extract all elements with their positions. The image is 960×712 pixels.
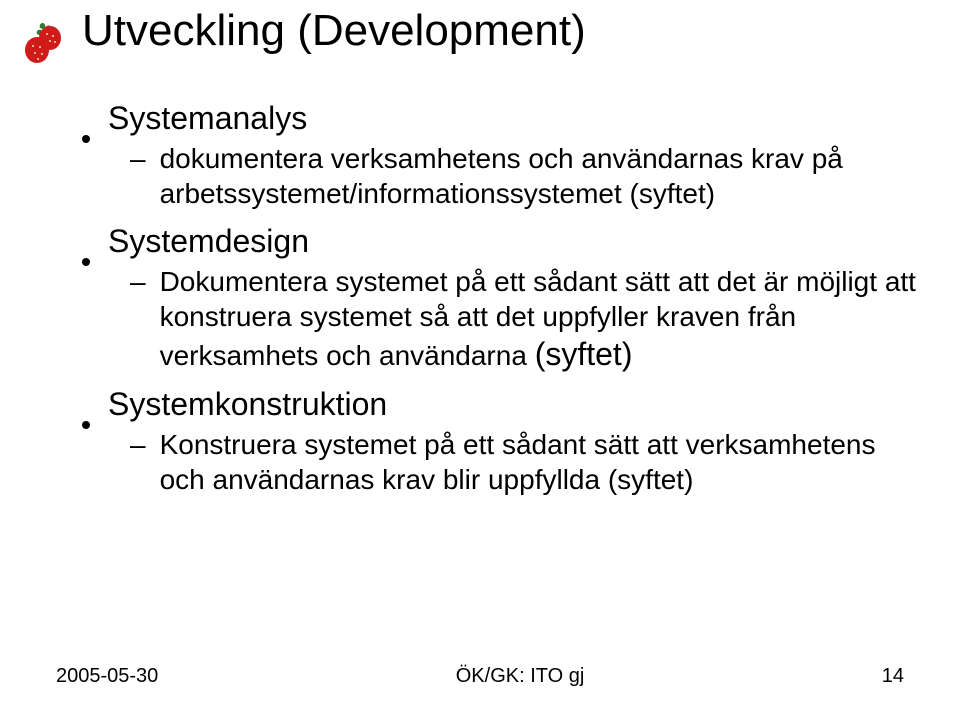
subbullet-text: dokumentera verksamhetens och användarna… xyxy=(160,141,920,211)
bullet-item: Systemdesign – Dokumentera systemet på e… xyxy=(82,223,920,374)
bullet-label: Systemkonstruktion xyxy=(108,386,387,423)
bullet-dot-icon xyxy=(82,421,90,429)
subbullet-item: – Dokumentera systemet på ett sådant sät… xyxy=(130,264,920,374)
dash-icon: – xyxy=(130,427,146,462)
slide-title: Utveckling (Development) xyxy=(82,6,586,56)
bullet-label: Systemanalys xyxy=(108,100,307,137)
subbullet-item: – dokumentera verksamhetens och användar… xyxy=(130,141,920,211)
bullet-item: Systemkonstruktion – Konstruera systemet… xyxy=(82,386,920,497)
subbullet-item: – Konstruera systemet på ett sådant sätt… xyxy=(130,427,920,497)
subbullet-text: Konstruera systemet på ett sådant sätt a… xyxy=(160,427,920,497)
bullet-label: Systemdesign xyxy=(108,223,309,260)
bullet-item: Systemanalys – dokumentera verksamhetens… xyxy=(82,100,920,211)
dash-icon: – xyxy=(130,141,146,176)
subbullet-text-emph: (syftet) xyxy=(535,336,633,372)
slide-content: Systemanalys – dokumentera verksamhetens… xyxy=(82,100,920,509)
dash-icon: – xyxy=(130,264,146,299)
footer-page-number: 14 xyxy=(882,665,904,688)
slide-footer: 2005-05-30 ÖK/GK: ITO gj 14 xyxy=(56,665,904,688)
bullet-dot-icon xyxy=(82,135,90,143)
footer-date: 2005-05-30 xyxy=(56,665,158,688)
strawberry-logo-icon xyxy=(20,18,70,68)
bullet-dot-icon xyxy=(82,258,90,266)
subbullet-text: Dokumentera systemet på ett sådant sätt … xyxy=(160,264,920,374)
footer-center: ÖK/GK: ITO gj xyxy=(456,665,585,688)
slide: Utveckling (Development) Systemanalys – … xyxy=(0,0,960,712)
